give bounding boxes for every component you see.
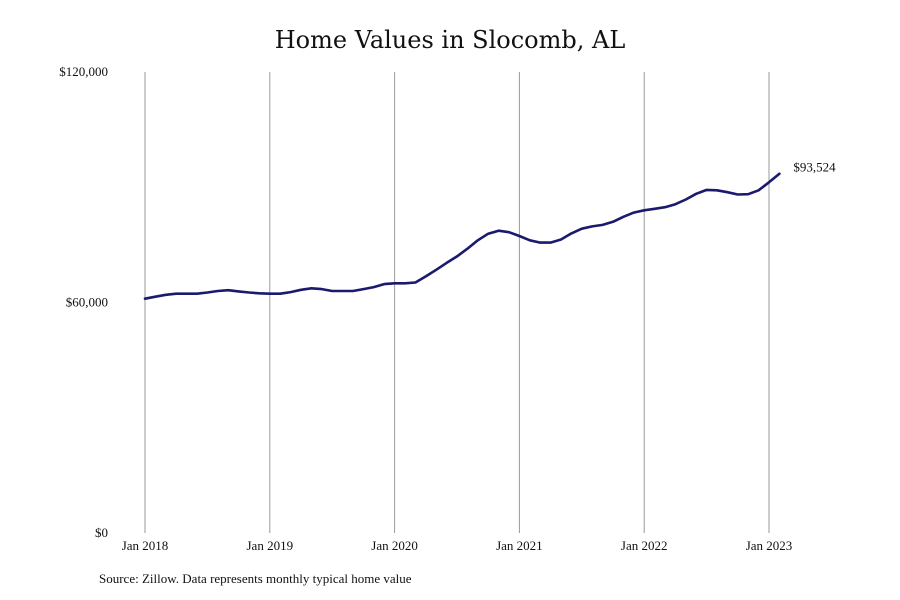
x-tick-label: Jan 2019 [247,538,294,553]
series-line [143,172,781,300]
series-layer [143,172,781,300]
y-tick-label: $60,000 [66,295,108,310]
annotation-layer: $93,524 [793,160,836,175]
y-tick-label: $0 [95,525,108,540]
x-axis: Jan 2018 Jan 2019 Jan 2020 Jan 2021 Jan 2022… [122,538,793,553]
x-tick-label: Jan 2021 [496,538,543,553]
source-note: Source: Zillow. Data represents monthly … [99,571,412,586]
x-tick-label: Jan 2020 [371,538,418,553]
y-tick-label: $120,000 [59,64,108,79]
x-tick-label: Jan 2022 [621,538,668,553]
y-axis: $120,000 $60,000 $0 [59,64,108,540]
x-tick-label: Jan 2023 [746,538,793,553]
grid-lines [144,72,770,533]
end-value-label: $93,524 [793,160,836,175]
chart-title: Home Values in Slocomb, AL [274,26,626,54]
x-tick-label: Jan 2018 [122,538,169,553]
